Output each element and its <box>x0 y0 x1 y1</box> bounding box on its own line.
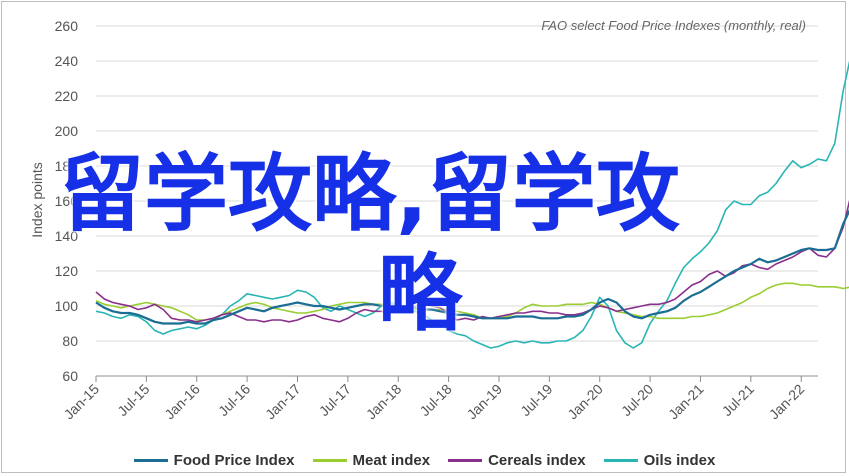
x-tick-label: Jul-21 <box>719 381 757 419</box>
x-tick-label: Jul-19 <box>517 381 555 419</box>
series-line-meat-index <box>95 282 849 321</box>
series-line-oils-index <box>95 60 849 349</box>
x-tick-label: Jul-20 <box>618 381 656 419</box>
x-tick-label: Jan-17 <box>262 381 304 423</box>
y-tick-label: 100 <box>55 298 79 314</box>
y-tick-label: 60 <box>62 368 78 384</box>
legend-item: Cereals index <box>448 452 586 469</box>
x-tick-label: Jan-20 <box>564 381 606 423</box>
y-tick-label: 220 <box>55 88 79 104</box>
x-tick-label: Jan-21 <box>665 381 707 423</box>
legend-item: Oils index <box>603 451 716 469</box>
y-axis-ticks: 60 80 100 120 140 160 180 200 220 240 260 <box>55 18 79 384</box>
y-axis-title: Index points <box>29 162 45 238</box>
legend-label: Food Price Index <box>173 451 295 469</box>
y-tick-label: 160 <box>55 193 79 209</box>
y-tick-label: 240 <box>55 53 79 69</box>
x-tick-label: Jul-16 <box>215 381 253 419</box>
x-tick-label: Jan-22 <box>766 381 808 423</box>
y-tick-label: 180 <box>55 158 79 174</box>
y-tick-label: 120 <box>55 263 79 279</box>
y-tick-label: 140 <box>55 228 79 244</box>
chart-title: FAO select Food Price Indexes (monthly, … <box>541 18 806 33</box>
series-line-food-price-index <box>95 209 849 325</box>
series-lines <box>95 60 849 349</box>
legend-swatch <box>312 458 347 462</box>
x-tick-label: Jan-19 <box>464 381 506 423</box>
legend-swatch <box>448 458 483 462</box>
grid-lines <box>96 25 818 377</box>
x-tick-label: Jan-18 <box>363 381 405 423</box>
y-tick-label: 200 <box>55 123 79 139</box>
legend-swatch <box>603 458 638 462</box>
legend-label: Meat index <box>352 451 431 469</box>
legend-item: Meat index <box>312 451 431 469</box>
legend: Food Price Index Meat index Cereals index O… <box>0 450 849 470</box>
x-tick-label: Jul-15 <box>114 381 152 419</box>
x-tick-label: Jan-15 <box>61 381 103 423</box>
legend-swatch <box>133 458 168 462</box>
y-tick-label: 80 <box>62 333 78 349</box>
series-line-cereals-index <box>95 199 849 323</box>
legend-label: Cereals index <box>488 451 586 469</box>
x-tick-label: Jul-17 <box>316 381 354 419</box>
y-tick-label: 260 <box>55 18 79 34</box>
legend-label: Oils index <box>643 451 716 469</box>
x-tick-label: Jul-18 <box>416 381 454 419</box>
legend-item: Food Price Index <box>133 451 295 469</box>
x-tick-label: Jan-16 <box>161 381 203 423</box>
x-axis-ticks: Jan-15 Jul-15 Jan-16 Jul-16 Jan-17 Jul-17 Jan-… <box>61 376 808 423</box>
